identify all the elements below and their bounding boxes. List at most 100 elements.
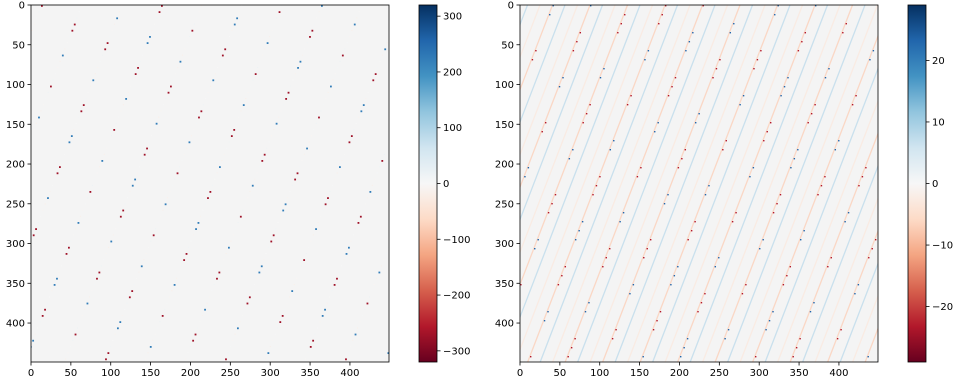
heatmap-cell <box>244 308 246 310</box>
heatmap-stripe <box>627 5 766 362</box>
heatmap-cell <box>704 293 706 295</box>
colorbar-tick-label: 200 <box>443 67 462 78</box>
heatmap-cell <box>41 5 43 7</box>
heatmap-cell <box>690 230 693 232</box>
heatmap-cell <box>624 14 626 16</box>
heatmap-cell <box>619 221 621 223</box>
heatmap-cell <box>192 234 194 236</box>
heatmap-cell <box>867 356 869 358</box>
heatmap-cell <box>111 29 113 31</box>
heatmap-cell <box>189 346 191 348</box>
heatmap-cell <box>45 98 47 100</box>
heatmap-cell <box>319 215 322 217</box>
heatmap-cell <box>247 197 249 199</box>
heatmap-cell <box>115 228 117 230</box>
heatmap-cell <box>715 68 718 70</box>
heatmap-cell <box>762 239 764 241</box>
heatmap-cell <box>281 315 284 317</box>
heatmap-cell <box>179 166 181 168</box>
heatmap-cell <box>251 290 253 292</box>
heatmap-cell <box>694 221 696 223</box>
heatmap-stripe <box>520 5 616 254</box>
heatmap-cell <box>160 110 162 112</box>
heatmap-cell <box>254 178 256 180</box>
heatmap-cell <box>329 191 331 193</box>
heatmap-cell <box>42 209 44 211</box>
heatmap-cell <box>279 215 282 217</box>
heatmap-cell <box>685 50 687 52</box>
heatmap-cell <box>355 228 357 230</box>
heatmap-cell <box>636 176 639 178</box>
x-tick-label: 100 <box>101 368 120 379</box>
heatmap-cell <box>288 296 291 298</box>
heatmap-cell <box>581 221 584 223</box>
colorbar-tick-label: 0 <box>932 179 938 190</box>
heatmap-cell <box>360 110 363 113</box>
heatmap-cell <box>297 67 299 69</box>
heatmap-cell <box>244 203 246 205</box>
heatmap-cell <box>199 321 201 323</box>
heatmap-cell <box>524 176 526 178</box>
heatmap-cell <box>349 346 351 348</box>
heatmap-cell <box>53 284 56 286</box>
heatmap-cell <box>879 131 880 132</box>
heatmap-cell <box>90 85 92 87</box>
heatmap-cell <box>725 140 727 142</box>
heatmap-cell <box>37 327 39 329</box>
heatmap-cell <box>570 347 573 349</box>
heatmap-cell <box>367 197 369 199</box>
heatmap-cell <box>611 338 614 340</box>
heatmap-cell <box>292 79 294 81</box>
heatmap-cell <box>303 259 306 261</box>
heatmap-cell <box>755 356 757 358</box>
heatmap-cell <box>119 215 122 218</box>
heatmap-cell <box>16 230 17 231</box>
heatmap-cell <box>65 253 68 255</box>
heatmap-stripe <box>664 5 804 362</box>
heatmap-cell <box>331 184 333 186</box>
heatmap-cell <box>197 222 200 224</box>
heatmap-cell <box>69 36 71 38</box>
heatmap-cell <box>176 172 179 175</box>
heatmap-cell <box>857 284 860 286</box>
heatmap-cell <box>67 352 69 354</box>
heatmap-cell <box>77 222 80 224</box>
heatmap-cell <box>467 32 468 33</box>
x-tick-label: 200 <box>670 368 689 379</box>
heatmap-cell <box>272 339 274 341</box>
heatmap-2-frame <box>519 4 879 363</box>
y-tick-label: 150 <box>495 120 514 131</box>
heatmap-cell <box>93 284 95 286</box>
heatmap-cell <box>239 215 242 218</box>
heatmap-cell <box>779 194 782 196</box>
heatmap-cell <box>228 246 230 249</box>
heatmap-cell <box>379 166 381 168</box>
heatmap-cell <box>257 67 259 69</box>
heatmap-cell <box>735 212 737 214</box>
heatmap-cell <box>220 265 222 267</box>
heatmap-cell <box>472 311 473 312</box>
heatmap-cell <box>124 203 126 205</box>
heatmap-cell <box>752 167 755 169</box>
x-tick-label: 0 <box>517 368 523 379</box>
heatmap-cell <box>327 91 329 93</box>
heatmap-cell <box>830 257 832 259</box>
heatmap-cell <box>617 32 619 34</box>
heatmap-cell <box>317 222 319 224</box>
heatmap-cell <box>820 185 823 187</box>
heatmap-cell <box>176 277 178 279</box>
heatmap-cell <box>405 95 406 96</box>
heatmap-cell <box>351 29 353 31</box>
heatmap-cell <box>238 11 240 13</box>
colorbar-tick-label: −300 <box>443 346 470 357</box>
heatmap-cell <box>48 296 51 298</box>
heatmap-cell <box>98 271 101 274</box>
colorbar-1-ticks: 300 200 100 0 −100 −200 −300 <box>437 12 470 357</box>
heatmap-cell <box>72 234 74 236</box>
heatmap-cell <box>218 271 221 274</box>
heatmap-cell <box>179 60 182 63</box>
heatmap-cell <box>402 104 403 105</box>
heatmap-cell <box>827 266 829 268</box>
heatmap-cell <box>595 185 598 187</box>
x-tick-label: 400 <box>340 368 359 379</box>
